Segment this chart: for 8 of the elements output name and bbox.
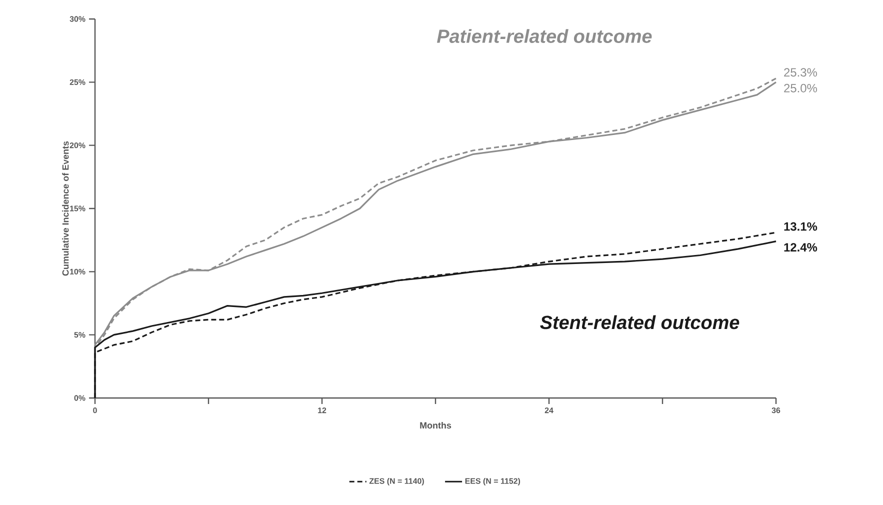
data-label: 25.0%: [784, 84, 817, 92]
x-axis-title: Months: [420, 422, 452, 429]
data-label: 25.3%: [784, 68, 817, 77]
y-axis-title: Cumulative Incidence of Events: [62, 141, 69, 276]
data-label: 12.4%: [784, 243, 818, 252]
annotation: Stent-related outcome: [540, 315, 740, 330]
annotation: Patient-related outcome: [436, 29, 652, 43]
data-label: 13.1%: [784, 222, 818, 231]
